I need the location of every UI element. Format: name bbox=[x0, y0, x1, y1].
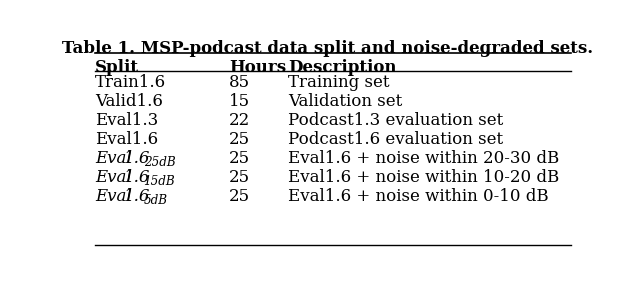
Text: Table 1. MSP-podcast data split and noise-degraded sets.: Table 1. MSP-podcast data split and nois… bbox=[63, 40, 593, 57]
Text: 22: 22 bbox=[229, 112, 250, 129]
Text: 25dB: 25dB bbox=[143, 156, 175, 169]
Text: 25: 25 bbox=[229, 188, 250, 205]
Text: Eval1.6: Eval1.6 bbox=[95, 131, 158, 148]
Text: 1.6: 1.6 bbox=[124, 188, 150, 205]
Text: Eval: Eval bbox=[95, 150, 132, 167]
Text: 85: 85 bbox=[229, 74, 250, 91]
Text: Validation set: Validation set bbox=[288, 93, 403, 110]
Text: Eval1.6 + noise within 0-10 dB: Eval1.6 + noise within 0-10 dB bbox=[288, 188, 549, 205]
Text: Split: Split bbox=[95, 59, 139, 76]
Text: Training set: Training set bbox=[288, 74, 390, 91]
Text: Eval1.6 + noise within 20-30 dB: Eval1.6 + noise within 20-30 dB bbox=[288, 150, 559, 167]
Text: Description: Description bbox=[288, 59, 397, 76]
Text: 25: 25 bbox=[229, 169, 250, 186]
Text: 15dB: 15dB bbox=[143, 175, 175, 188]
Text: Eval1.6 + noise within 10-20 dB: Eval1.6 + noise within 10-20 dB bbox=[288, 169, 559, 186]
Text: 1.6: 1.6 bbox=[124, 169, 150, 186]
Text: Eval: Eval bbox=[95, 169, 132, 186]
Text: Eval1.3: Eval1.3 bbox=[95, 112, 158, 129]
Text: Hours: Hours bbox=[229, 59, 286, 76]
Text: 1.6: 1.6 bbox=[124, 150, 150, 167]
Text: Eval: Eval bbox=[95, 188, 132, 205]
Text: Podcast1.6 evaluation set: Podcast1.6 evaluation set bbox=[288, 131, 504, 148]
Text: 5dB: 5dB bbox=[143, 194, 168, 207]
Text: 25: 25 bbox=[229, 150, 250, 167]
Text: 15: 15 bbox=[229, 93, 250, 110]
Text: Valid1.6: Valid1.6 bbox=[95, 93, 163, 110]
Text: Train1.6: Train1.6 bbox=[95, 74, 166, 91]
Text: Podcast1.3 evaluation set: Podcast1.3 evaluation set bbox=[288, 112, 504, 129]
Text: 25: 25 bbox=[229, 131, 250, 148]
